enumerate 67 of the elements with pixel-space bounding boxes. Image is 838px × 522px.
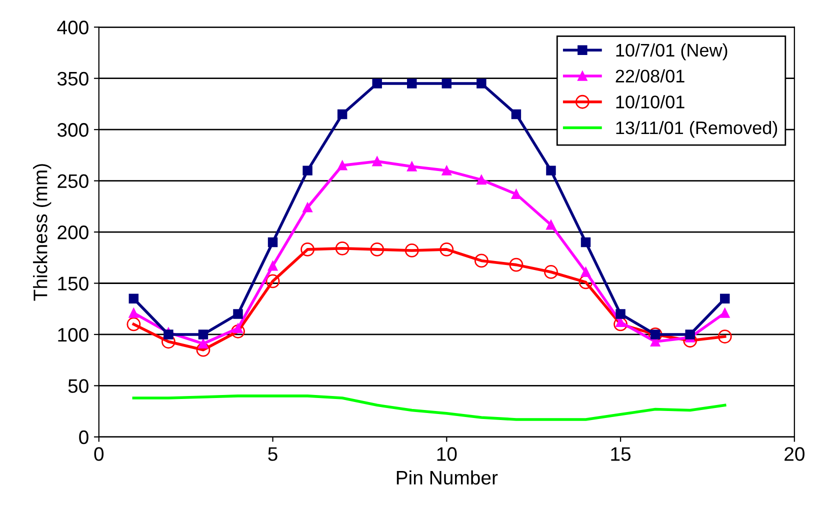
- x-axis-title: Pin Number: [396, 470, 498, 485]
- x-tick-label: 10: [437, 447, 457, 461]
- point: [196, 342, 210, 357]
- point: [198, 330, 208, 340]
- point: [474, 254, 488, 268]
- point: [233, 309, 243, 319]
- legend-label: 10/7/01 (New): [616, 43, 728, 60]
- point: [128, 308, 139, 318]
- point: [718, 330, 732, 344]
- point: [372, 78, 382, 88]
- y-tick-label: 250: [58, 174, 88, 188]
- point: [476, 174, 486, 185]
- point: [266, 274, 280, 288]
- point: [335, 241, 350, 256]
- y-tick-label: 150: [58, 276, 88, 290]
- point: [268, 237, 278, 248]
- point: [404, 244, 419, 258]
- point: [509, 258, 524, 272]
- point: [407, 78, 417, 88]
- point: [407, 162, 417, 172]
- point: [683, 334, 698, 348]
- point: [476, 78, 486, 88]
- y-tick-label: 0: [79, 430, 88, 444]
- point: [164, 330, 174, 340]
- point: [161, 334, 176, 349]
- point: [580, 237, 591, 248]
- point: [442, 166, 452, 176]
- y-tick-label: 300: [57, 123, 88, 137]
- y-axis-title: Thickness (mm): [33, 164, 52, 301]
- legend-label: 22/08/01: [616, 69, 684, 83]
- point: [128, 294, 139, 304]
- point: [302, 202, 312, 212]
- x-tick-label: 20: [784, 447, 804, 461]
- y-tick-label: 400: [57, 20, 88, 34]
- point: [300, 242, 314, 256]
- point: [580, 267, 591, 277]
- point: [616, 309, 626, 319]
- point: [337, 109, 348, 120]
- line-series: [132, 394, 726, 421]
- point: [614, 317, 628, 332]
- point: [126, 317, 141, 332]
- point: [440, 242, 454, 256]
- y-tick-label: 350: [57, 72, 88, 86]
- point: [720, 308, 730, 318]
- y-tick-label: 100: [58, 328, 88, 342]
- point: [511, 109, 522, 120]
- point: [370, 242, 384, 256]
- x-tick-label: 0: [94, 447, 104, 461]
- point: [544, 265, 558, 279]
- point: [546, 166, 556, 176]
- y-tick-label: 50: [68, 379, 88, 393]
- point: [268, 260, 278, 271]
- legend-label: 10/10/01: [616, 95, 684, 108]
- x-tick-label: 5: [268, 447, 278, 461]
- point: [546, 220, 556, 230]
- x-tick-label: 15: [611, 447, 631, 461]
- y-tick-label: 200: [58, 225, 88, 240]
- point: [720, 294, 730, 304]
- point: [511, 189, 522, 199]
- point: [685, 330, 695, 340]
- point: [337, 160, 348, 170]
- point: [442, 78, 452, 88]
- point: [372, 156, 382, 166]
- point: [198, 338, 208, 349]
- point: [231, 324, 245, 338]
- legend-label: 13/11/01 (Removed): [616, 120, 778, 138]
- point: [302, 166, 312, 176]
